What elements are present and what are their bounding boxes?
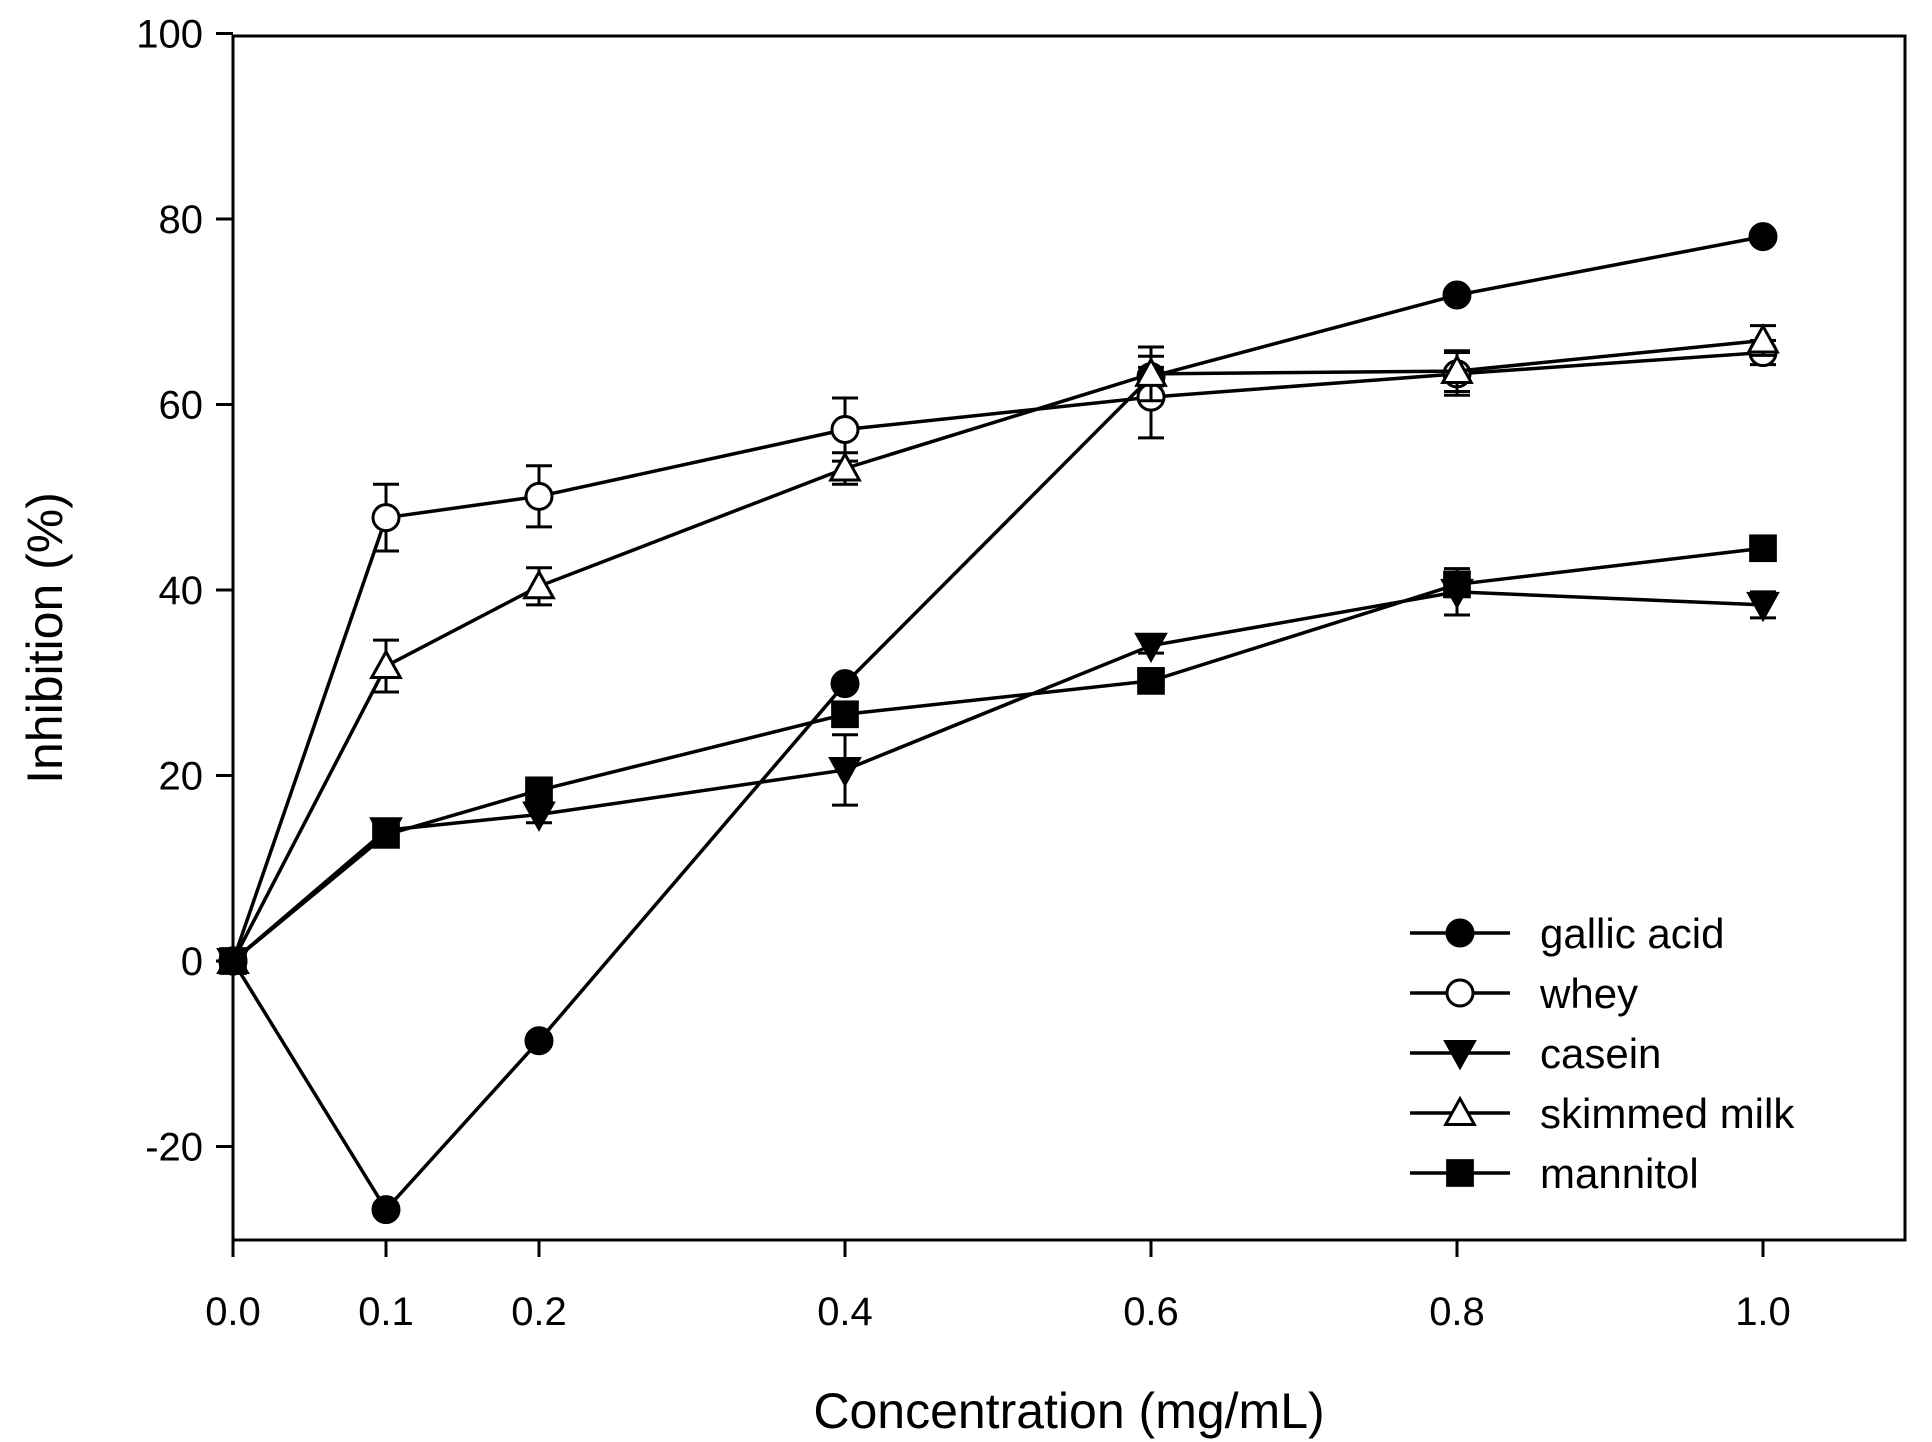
data-point (1442, 280, 1472, 310)
data-point (525, 776, 553, 805)
y-tick-label: 100 (136, 13, 203, 57)
data-point (830, 669, 860, 699)
data-point (1748, 222, 1778, 252)
plot-border (231, 34, 1907, 1242)
data-point (371, 1195, 401, 1225)
data-point (1746, 591, 1780, 623)
legend-label: casein (1540, 1030, 1661, 1077)
data-point (1440, 353, 1474, 385)
y-axis-title: Inhibition (%) (17, 492, 73, 784)
y-tick-label: 80 (159, 198, 204, 242)
legend-label: gallic acid (1540, 910, 1724, 957)
legend-item: casein (1410, 1030, 1661, 1077)
legend-label: mannitol (1540, 1150, 1699, 1197)
data-point (371, 503, 401, 533)
legend-label: skimmed milk (1540, 1090, 1795, 1137)
legend-marker (1445, 918, 1475, 948)
data-point (1746, 323, 1780, 354)
legend-label: whey (1539, 970, 1638, 1017)
data-point (1749, 534, 1777, 563)
legend-item: skimmed milk (1410, 1090, 1795, 1137)
data-point (831, 700, 859, 729)
x-tick-label: 1.0 (1735, 1290, 1791, 1334)
series-gallic-acid (218, 222, 1778, 1225)
legend-marker (1446, 1159, 1474, 1187)
x-tick-label: 0.8 (1429, 1290, 1485, 1334)
x-tick-label: 0.0 (205, 1290, 261, 1334)
data-point (1137, 667, 1165, 695)
x-tick-label: 0.6 (1123, 1290, 1179, 1334)
data-point (1443, 570, 1471, 599)
x-tick-label: 0.1 (358, 1290, 414, 1334)
data-point (524, 1026, 554, 1056)
x-tick-label: 0.2 (511, 1290, 567, 1334)
x-axis-ticks: 0.0 0.1 0.2 0.4 0.6 0.8 1.0 (205, 1240, 1791, 1334)
legend-marker (1443, 1040, 1477, 1071)
data-point (219, 947, 247, 975)
legend-item: whey (1410, 970, 1638, 1017)
data-point (372, 821, 400, 849)
y-tick-label: 40 (159, 569, 204, 613)
series-mannitol (219, 534, 1777, 975)
data-point (1134, 356, 1168, 387)
data-point (524, 481, 554, 511)
legend-marker (1445, 978, 1475, 1008)
x-tick-label: 0.4 (817, 1290, 873, 1334)
data-point (1134, 632, 1168, 664)
legend-item: gallic acid (1410, 910, 1724, 957)
plot-frame (231, 34, 1907, 1242)
data-point (369, 648, 403, 679)
y-tick-label: 20 (159, 755, 204, 799)
legend-item: mannitol (1410, 1150, 1699, 1197)
x-axis-title: Concentration (mg/mL) (813, 1383, 1324, 1439)
series-layer (216, 222, 1780, 1225)
y-axis-ticks: -20 0 20 40 60 80 100 (136, 13, 233, 1170)
y-tick-label: 0 (181, 940, 203, 984)
legend-marker (1443, 1095, 1477, 1126)
data-point (828, 756, 862, 788)
legend: gallic acid whey casein skimmed milk mannito… (1410, 910, 1795, 1197)
data-point (830, 415, 860, 445)
y-tick-label: 60 (159, 384, 204, 428)
series-skimmed-milk (216, 323, 1780, 974)
y-tick-label: -20 (145, 1126, 203, 1170)
data-point (828, 451, 862, 482)
data-point (522, 568, 556, 600)
